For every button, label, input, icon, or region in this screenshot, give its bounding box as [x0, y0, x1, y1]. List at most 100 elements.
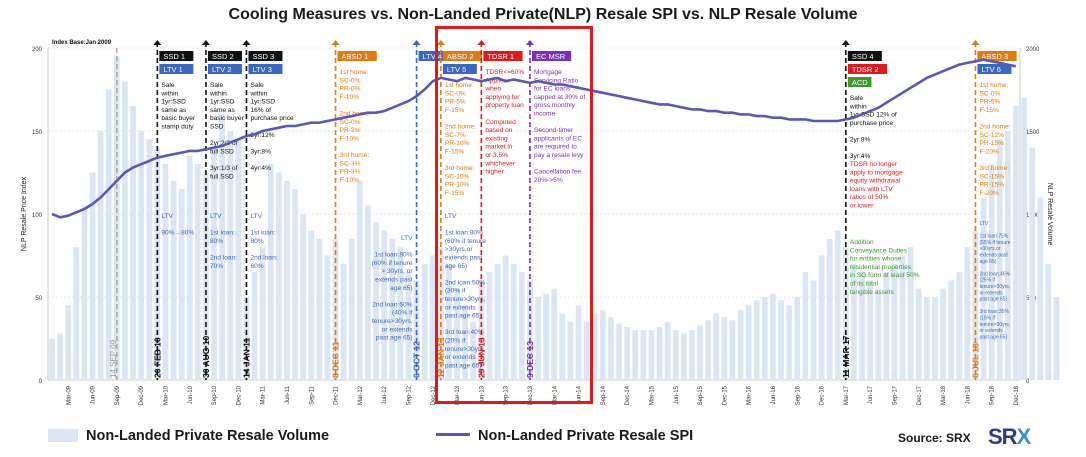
volume-bar	[186, 155, 193, 380]
y-right-tick-label: 1500	[1026, 130, 1040, 136]
measure-note-line: 2yr:2/3 of	[210, 140, 238, 147]
measure-note-line: 1st home:	[979, 82, 1008, 89]
x-tick-label: Sep-17	[892, 385, 898, 405]
measure-note-line: F-10%	[340, 177, 360, 184]
measure-note-line: equity withdrawal	[850, 178, 901, 185]
srx-logo: SRX	[988, 424, 1032, 450]
measure-arrow	[412, 40, 421, 45]
volume-bar	[1021, 97, 1027, 381]
measure-note-line: 2nd loan:45%	[979, 271, 1010, 277]
measure-note-line: past age 65)	[445, 313, 482, 320]
measure-note-line: age 65)	[445, 263, 467, 270]
measure-note-line: within	[209, 90, 227, 97]
measure-note-line: 3yr:4%	[850, 153, 871, 160]
x-tick-label: Mar-10	[163, 385, 169, 405]
measure-note-line: (60% if tenure	[371, 260, 412, 267]
volume-bar	[996, 139, 1003, 380]
volume-bar	[972, 230, 979, 380]
measure-note-line: basic buyer	[161, 115, 196, 122]
measure-note-line: full SSD	[210, 148, 234, 155]
measure-badge-label: SSD 3	[252, 52, 274, 61]
volume-bar	[737, 310, 744, 380]
measure-note-line: or extends	[445, 354, 476, 361]
measure-note-line: 3yr:8%	[250, 148, 271, 155]
legend-volume-label: Non-Landed Private Resale Volume	[86, 428, 330, 444]
measure-note-line: Sale	[250, 82, 264, 89]
x-tick-label: Jun-09	[91, 385, 97, 404]
measure-note-line: Sale	[210, 82, 224, 89]
legend-spi-label: Non-Landed Private Resale SPI	[478, 428, 694, 444]
volume-bar	[454, 288, 460, 380]
measure-note-line: PR-5%	[445, 99, 466, 106]
x-tick-label: Sep-13	[504, 385, 510, 405]
measure-note-line: (55% if tenure	[979, 240, 1010, 246]
measure-note-line: 3rd home:	[340, 152, 370, 159]
volume-bar	[494, 263, 501, 380]
measure-note-line: 80%	[250, 238, 263, 245]
volume-bar	[57, 333, 63, 380]
volume-bar	[786, 305, 792, 380]
measure-note-line: within	[849, 103, 867, 110]
volume-bar	[551, 288, 558, 380]
x-tick-label: Jun-15	[674, 385, 680, 404]
x-tick-label: Mar-12	[358, 385, 364, 405]
measure-note-line: Applies	[485, 77, 507, 84]
x-tick-label: Sep-14	[601, 385, 607, 405]
measure-note-line: Computed	[485, 119, 516, 126]
spi-line	[51, 58, 1017, 219]
logo-x: X	[1016, 424, 1032, 449]
volume-bar	[340, 263, 347, 380]
measure-note-line: higher	[485, 169, 504, 176]
volume-bar	[535, 297, 541, 380]
logo-letters: SR	[988, 424, 1018, 449]
measure-note-line: SC-0%	[979, 90, 1000, 97]
volume-bar	[438, 247, 444, 380]
volume-bar	[97, 131, 104, 380]
measure-note-line: or lower	[850, 203, 874, 210]
volume-bar	[1045, 263, 1052, 380]
x-tick-label: Dec-17	[917, 385, 923, 405]
x-tick-label: Jun-14	[577, 385, 583, 404]
volume-bar	[907, 247, 914, 380]
volume-bar	[681, 333, 687, 380]
measure-note-line: 1st home:	[445, 82, 474, 89]
volume-bar	[389, 238, 396, 380]
volume-bar	[510, 263, 517, 380]
measure-note-line: LTV	[161, 213, 173, 220]
measure-note-line: Addition	[850, 239, 874, 246]
measure-note-line: 3rd home:	[979, 165, 1009, 172]
measure-badge	[483, 51, 523, 61]
measure-note-line: 2yr:8%	[850, 137, 871, 144]
measure-note-line: 1st loan:75%	[979, 234, 1008, 240]
measure-note-line: Mortgage	[534, 69, 562, 76]
volume-bar	[65, 305, 72, 380]
measure-note-line: 16% of	[250, 107, 271, 114]
measure-note-line: loans with LTV	[850, 186, 893, 193]
measure-badge	[159, 51, 194, 61]
volume-bar	[672, 330, 679, 380]
volume-bar	[591, 313, 598, 380]
measure-badge-label: LTV 1	[163, 65, 182, 74]
volume-bar	[462, 305, 468, 380]
measure-note-line: PR-15%	[979, 182, 1004, 189]
measure-note-line: 2nd home:	[979, 124, 1010, 131]
measure-note-line: 70%	[210, 263, 223, 270]
measure-note-line: >30yrs,or	[445, 246, 473, 253]
measure-date-label: 8 DEC 11	[331, 341, 341, 378]
measure-note-line: LTV	[210, 213, 222, 220]
measure-note-line: TDSR<=60%	[485, 69, 524, 76]
volume-bar	[308, 230, 315, 380]
volume-bar	[1013, 106, 1019, 380]
measure-badge-label: ABSD 1	[342, 52, 369, 61]
volume-bar	[859, 272, 865, 380]
measure-badge-label: SSD 1	[163, 52, 185, 61]
volume-bar	[543, 293, 549, 380]
measure-note-line: F-15%	[445, 148, 465, 155]
y-left-tick-label: 0	[39, 379, 43, 385]
measure-note-line: PR-3%	[340, 127, 361, 134]
measure-badge	[248, 64, 283, 74]
measure-note-line: >30yrs,or	[979, 246, 1000, 252]
measure-note-line: 60%	[250, 263, 263, 270]
measure-note-line: whichever	[484, 160, 515, 167]
